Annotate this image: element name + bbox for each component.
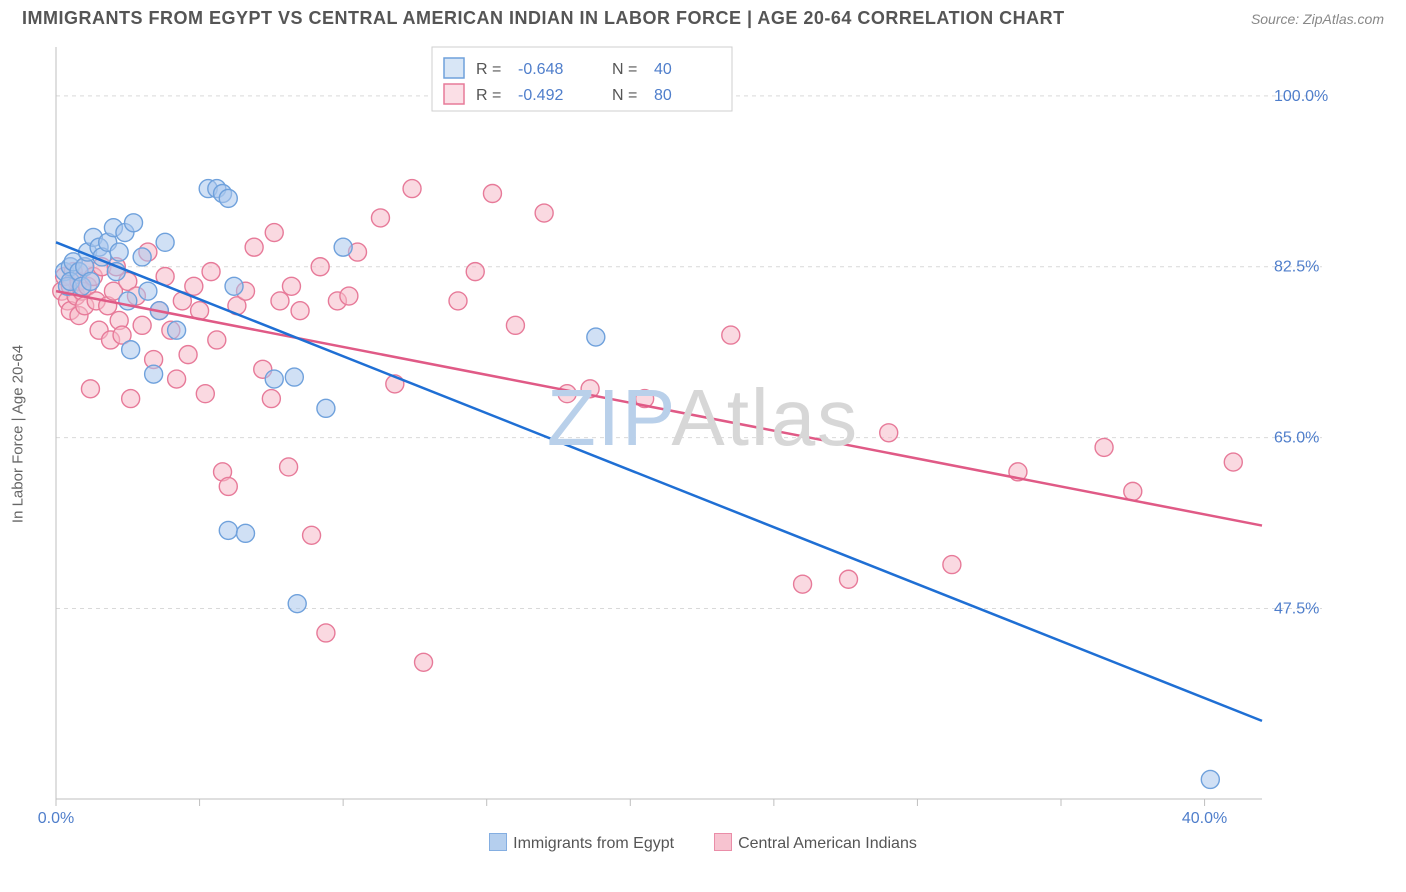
legend-item: Immigrants from Egypt bbox=[489, 833, 674, 853]
data-point bbox=[81, 272, 99, 290]
source-credit: Source: ZipAtlas.com bbox=[1251, 11, 1384, 27]
legend-swatch bbox=[489, 833, 507, 851]
data-point bbox=[794, 575, 812, 593]
data-point bbox=[449, 292, 467, 310]
data-point bbox=[535, 204, 553, 222]
data-point bbox=[1124, 482, 1142, 500]
data-point bbox=[285, 368, 303, 386]
svg-text:82.5%: 82.5% bbox=[1274, 259, 1319, 276]
data-point bbox=[110, 243, 128, 261]
data-point bbox=[1224, 453, 1242, 471]
regression-line bbox=[56, 242, 1262, 721]
svg-text:47.5%: 47.5% bbox=[1274, 601, 1319, 618]
data-point bbox=[483, 184, 501, 202]
data-point bbox=[139, 282, 157, 300]
data-point bbox=[334, 238, 352, 256]
svg-text:R =: R = bbox=[476, 87, 501, 104]
data-point bbox=[219, 189, 237, 207]
data-point bbox=[558, 385, 576, 403]
data-point bbox=[265, 370, 283, 388]
data-point bbox=[219, 477, 237, 495]
data-point bbox=[371, 209, 389, 227]
legend-swatch bbox=[444, 58, 464, 78]
scatter-plot: 47.5% 65.0% 82.5% 100.0% 0.0% 40.0% R = -0.648… bbox=[22, 39, 1338, 829]
svg-text:80: 80 bbox=[654, 87, 672, 104]
svg-text:R =: R = bbox=[476, 61, 501, 78]
legend-swatch bbox=[714, 833, 732, 851]
data-point bbox=[179, 346, 197, 364]
data-point bbox=[403, 180, 421, 198]
data-point bbox=[840, 570, 858, 588]
data-point bbox=[81, 380, 99, 398]
legend-bottom: Immigrants from Egypt Central American In… bbox=[0, 833, 1406, 853]
data-point bbox=[262, 390, 280, 408]
data-point bbox=[133, 248, 151, 266]
data-point bbox=[340, 287, 358, 305]
legend-swatch bbox=[444, 84, 464, 104]
data-point bbox=[466, 263, 484, 281]
chart-title: IMMIGRANTS FROM EGYPT VS CENTRAL AMERICA… bbox=[22, 8, 1065, 29]
data-point bbox=[145, 365, 163, 383]
data-point bbox=[291, 302, 309, 320]
svg-text:N =: N = bbox=[612, 61, 637, 78]
data-point bbox=[125, 214, 143, 232]
data-point bbox=[880, 424, 898, 442]
data-point bbox=[943, 556, 961, 574]
data-point bbox=[288, 595, 306, 613]
data-point bbox=[1201, 770, 1219, 788]
data-point bbox=[237, 524, 255, 542]
data-point bbox=[1095, 438, 1113, 456]
data-point bbox=[317, 399, 335, 417]
svg-text:N =: N = bbox=[612, 87, 637, 104]
data-point bbox=[208, 331, 226, 349]
y-axis-label: In Labor Force | Age 20-64 bbox=[10, 345, 27, 523]
data-point bbox=[282, 277, 300, 295]
legend-item: Central American Indians bbox=[714, 833, 917, 853]
data-point bbox=[122, 341, 140, 359]
data-point bbox=[317, 624, 335, 642]
data-point bbox=[185, 277, 203, 295]
data-point bbox=[245, 238, 263, 256]
svg-text:0.0%: 0.0% bbox=[38, 810, 74, 827]
svg-text:65.0%: 65.0% bbox=[1274, 430, 1319, 447]
data-point bbox=[156, 233, 174, 251]
data-point bbox=[303, 526, 321, 544]
svg-text:-0.492: -0.492 bbox=[518, 87, 563, 104]
data-point bbox=[196, 385, 214, 403]
svg-text:100.0%: 100.0% bbox=[1274, 88, 1328, 105]
data-point bbox=[506, 316, 524, 334]
data-point bbox=[122, 390, 140, 408]
plot-area: In Labor Force | Age 20-64 47.5%65.0%82.… bbox=[22, 39, 1384, 829]
svg-text:40.0%: 40.0% bbox=[1182, 810, 1227, 827]
svg-text:-0.648: -0.648 bbox=[518, 61, 563, 78]
data-point bbox=[415, 653, 433, 671]
data-point bbox=[311, 258, 329, 276]
data-point bbox=[587, 328, 605, 346]
data-point bbox=[225, 277, 243, 295]
data-point bbox=[722, 326, 740, 344]
svg-text:40: 40 bbox=[654, 61, 672, 78]
data-point bbox=[280, 458, 298, 476]
data-point bbox=[202, 263, 220, 281]
data-point bbox=[271, 292, 289, 310]
data-point bbox=[265, 224, 283, 242]
data-point bbox=[219, 521, 237, 539]
data-point bbox=[133, 316, 151, 334]
data-point bbox=[168, 321, 186, 339]
data-point bbox=[168, 370, 186, 388]
